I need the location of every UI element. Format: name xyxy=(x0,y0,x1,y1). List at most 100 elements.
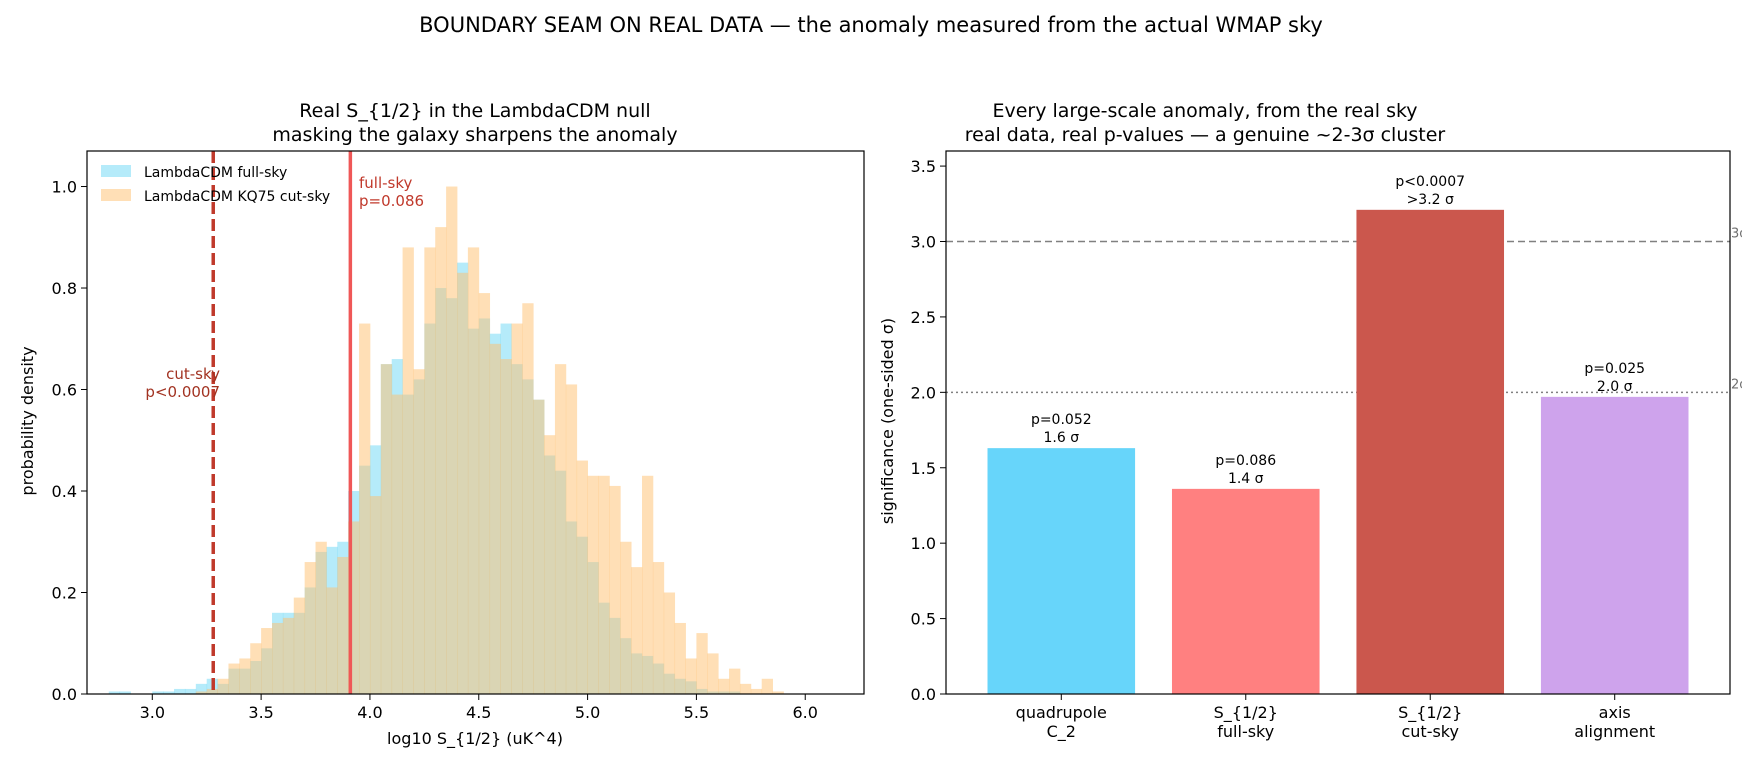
y-tick-label: 2.0 xyxy=(911,383,936,402)
x-tick-label: 3.5 xyxy=(248,703,273,722)
histogram-bar-cut-sky xyxy=(195,691,208,694)
histogram-bar-cut-sky xyxy=(293,597,306,694)
histogram-bar-full-sky xyxy=(152,691,164,694)
histogram-title-line2: masking the galaxy sharpens the anomaly xyxy=(272,124,677,146)
histogram-bar-cut-sky xyxy=(489,343,501,694)
bar-p-value-label: p<0.0007 xyxy=(1395,174,1465,190)
bar-title-line1: Every large-scale anomaly, from the real… xyxy=(992,100,1417,122)
bar-ylabel: significance (one-sided σ) xyxy=(878,318,897,524)
histogram-ylabel: probability density xyxy=(18,346,37,495)
y-tick-label: 2.5 xyxy=(911,308,936,327)
y-tick-label: 1.5 xyxy=(911,459,936,478)
histogram-bar-cut-sky xyxy=(652,562,665,694)
x-tick-label-line1: axis xyxy=(1599,703,1631,722)
y-tick-label: 0.4 xyxy=(52,482,77,501)
figure-suptitle: BOUNDARY SEAM ON REAL DATA — the anomaly… xyxy=(419,13,1323,37)
bar-title-line2: real data, real p-values — a genuine ~2-… xyxy=(965,124,1446,146)
histogram-bar-cut-sky xyxy=(685,658,697,694)
histogram-bar-cut-sky xyxy=(729,668,741,694)
histogram-bar-cut-sky xyxy=(413,369,425,694)
histogram-bar-cut-sky xyxy=(500,359,512,694)
y-tick-label: 0.2 xyxy=(52,584,77,603)
histogram-xlabel: log10 S_{1/2} (uK^4) xyxy=(387,729,563,749)
x-tick-label-line2: full-sky xyxy=(1217,722,1274,741)
histogram-bar-cut-sky xyxy=(457,272,469,694)
histogram-bar-cut-sky xyxy=(206,688,218,694)
y-tick-label: 0.6 xyxy=(52,381,77,400)
histogram-bar-cut-sky xyxy=(391,394,403,694)
x-tick-label: 5.5 xyxy=(684,703,709,722)
histogram-bar-cut-sky xyxy=(326,587,338,694)
histogram-bar-cut-sky xyxy=(674,622,686,694)
histogram-bar-cut-sky xyxy=(467,247,480,694)
x-tick-label-line2: cut-sky xyxy=(1401,722,1458,741)
cut-sky-annotation-line1: cut-sky xyxy=(166,365,220,383)
histogram-axes: 3.0 3.5 4.0 4.5 5.0 5.5 6.0 0.0 0.2 0.4 0.6 0.8 1.0 xyxy=(52,150,865,722)
x-tick-label: 3.0 xyxy=(140,703,165,722)
bar-p-value-label: p=0.052 xyxy=(1031,412,1092,428)
histogram-bar-cut-sky xyxy=(554,364,567,694)
histogram-bar-cut-sky xyxy=(359,323,371,694)
histogram-bar-cut-sky xyxy=(315,541,327,694)
reference-lines xyxy=(211,151,353,694)
x-tick-label: 6.0 xyxy=(793,703,818,722)
bar-sigma-label: 1.6 σ xyxy=(1043,430,1079,446)
histogram-bar-cut-sky xyxy=(533,399,545,694)
histogram-bar-cut-sky xyxy=(772,691,784,694)
histogram-bar-cut-sky xyxy=(380,364,393,694)
bar-sigma-label: 1.4 σ xyxy=(1228,471,1264,487)
histogram-bar-full-sky xyxy=(195,683,208,694)
histogram-bar-cut-sky xyxy=(718,678,730,694)
histogram-bar-cut-sky xyxy=(304,562,316,694)
y-tick-label: 1.0 xyxy=(911,534,936,553)
histogram-bar-cut-sky xyxy=(261,628,273,694)
histogram-bar-full-sky xyxy=(119,691,131,694)
histogram-bar-cut-sky xyxy=(228,663,240,694)
histogram-bar-cut-sky xyxy=(696,633,708,694)
two-sigma-label: 2σ xyxy=(1731,377,1742,392)
histogram-bar-cut-sky xyxy=(446,186,458,694)
histogram-bar-cut-sky xyxy=(282,617,295,694)
three-sigma-label: 3σ xyxy=(1731,227,1742,242)
histogram-bar-full-sky xyxy=(174,688,186,694)
histogram-bar-full-sky xyxy=(108,691,121,694)
x-tick-label-line2: C_2 xyxy=(1047,722,1076,742)
y-tick-label: 0.5 xyxy=(911,610,936,629)
histogram-bar-cut-sky xyxy=(739,683,752,694)
full-sky-annotation-line1: full-sky xyxy=(359,174,413,192)
histogram-bar-full-sky xyxy=(163,691,175,694)
legend-label-cut-sky: LambdaCDM KQ75 cut-sky xyxy=(144,189,330,205)
bar-series: p=0.052 1.6 σ p=0.086 1.4 σ p<0.0007 >3.2 σ p=… xyxy=(987,174,1689,694)
legend-swatch-full-sky xyxy=(101,165,131,177)
y-tick-label: 3.0 xyxy=(911,233,936,252)
histogram-series-cut-sky xyxy=(195,186,784,694)
bar-panel: Every large-scale anomaly, from the real… xyxy=(878,100,1742,742)
histogram-bar-cut-sky xyxy=(478,293,491,694)
histogram-bar-cut-sky xyxy=(435,227,447,694)
full-sky-annotation-line2: p=0.086 xyxy=(359,192,424,210)
x-tick-label: 4.5 xyxy=(466,703,491,722)
histogram-bar-cut-sky xyxy=(272,622,284,694)
bar-p-value-label: p=0.025 xyxy=(1584,361,1645,377)
histogram-bar-cut-sky xyxy=(402,247,414,694)
x-tick-label: 4.0 xyxy=(357,703,382,722)
histogram-panel: Real S_{1/2} in the LambdaCDM null maski… xyxy=(18,100,865,749)
histogram-bar-cut-sky xyxy=(250,643,262,694)
significance-bar xyxy=(1356,209,1505,694)
histogram-bar-cut-sky xyxy=(424,247,436,694)
histogram-bar-cut-sky xyxy=(522,303,534,694)
histogram-bar-cut-sky xyxy=(631,567,643,694)
histogram-bar-cut-sky xyxy=(576,460,588,694)
histogram-legend: LambdaCDM full-sky LambdaCDM KQ75 cut-sk… xyxy=(101,165,330,205)
histogram-bar-cut-sky xyxy=(750,688,763,694)
y-tick-label: 0.0 xyxy=(52,685,77,704)
x-tick-label-line1: quadrupole xyxy=(1016,703,1107,722)
histogram-bar-cut-sky xyxy=(587,475,599,694)
histogram-title-line1: Real S_{1/2} in the LambdaCDM null xyxy=(299,100,650,122)
cut-sky-annotation-line2: p<0.0007 xyxy=(145,383,220,401)
histogram-bar-cut-sky xyxy=(544,435,556,694)
y-tick-label: 3.5 xyxy=(911,157,936,176)
